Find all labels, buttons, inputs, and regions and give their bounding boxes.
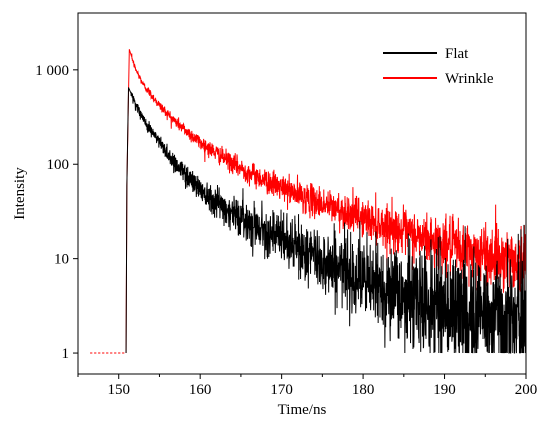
x-tick-label: 180 <box>352 382 375 398</box>
x-tick-label: 170 <box>270 382 293 398</box>
series-layer <box>90 49 526 354</box>
legend: Flat Wrinkle <box>383 46 494 87</box>
legend-label-flat: Flat <box>445 46 469 62</box>
y-tick-label: 100 <box>47 157 70 173</box>
x-tick-label: 160 <box>189 382 212 398</box>
y-tick-label: 1 <box>62 346 70 362</box>
series-line-wrinkle <box>125 49 526 354</box>
legend-label-wrinkle: Wrinkle <box>445 71 494 87</box>
x-axis-title: Time/ns <box>278 402 327 418</box>
series-line-flat <box>125 87 526 354</box>
x-tick-label: 200 <box>515 382 538 398</box>
y-tick-label: 1 000 <box>35 63 69 79</box>
y-tick-label: 10 <box>54 252 69 268</box>
ticks-layer: 150 160 170 180 190 200 1 10 100 1 000 <box>35 63 537 398</box>
x-tick-label: 150 <box>107 382 130 398</box>
x-tick-label: 190 <box>433 382 456 398</box>
y-axis-title: Intensity <box>12 167 28 220</box>
plot-frame <box>77 12 527 375</box>
